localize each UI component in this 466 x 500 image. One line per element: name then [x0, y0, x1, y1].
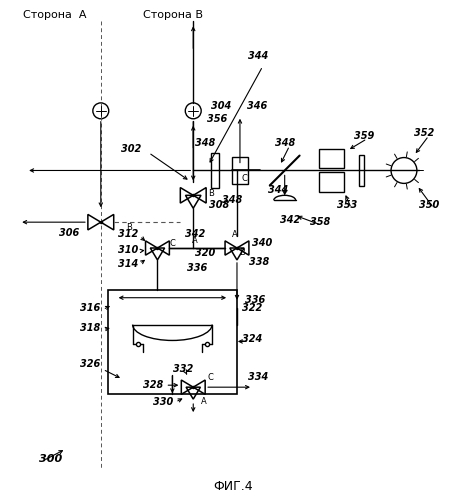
Text: 316: 316	[80, 302, 100, 312]
Text: 358: 358	[309, 217, 330, 227]
Text: 320: 320	[195, 248, 215, 258]
Text: 304: 304	[211, 101, 232, 111]
Text: 334: 334	[248, 372, 268, 382]
Bar	[359, 154, 364, 186]
Text: 353: 353	[337, 200, 357, 210]
Text: C: C	[169, 238, 175, 248]
Text: 324: 324	[242, 334, 262, 344]
Text: 338: 338	[249, 257, 269, 267]
Text: 310: 310	[118, 245, 138, 255]
Text: Сторона  А: Сторона А	[23, 10, 87, 20]
Text: 344: 344	[268, 186, 288, 196]
Text: 322: 322	[242, 302, 262, 312]
Text: 326: 326	[80, 360, 100, 370]
Text: 314: 314	[118, 259, 138, 269]
Text: 336: 336	[187, 263, 207, 273]
Text: 336: 336	[245, 294, 265, 304]
Text: ФИГ.4: ФИГ.4	[213, 480, 253, 493]
Bar	[320, 148, 344, 169]
Bar	[211, 152, 219, 188]
Text: A: A	[192, 236, 198, 244]
Text: B: B	[239, 248, 245, 258]
Text: 300: 300	[39, 454, 62, 464]
Text: 330: 330	[153, 397, 173, 407]
Text: 350: 350	[419, 200, 439, 210]
Text: 356: 356	[207, 114, 227, 124]
Text: 306: 306	[59, 228, 79, 238]
Text: 328: 328	[143, 380, 164, 390]
Text: 312: 312	[118, 229, 138, 239]
Text: 342: 342	[185, 229, 205, 239]
Text: 342: 342	[280, 215, 300, 225]
Text: 308: 308	[209, 200, 229, 210]
Text: 302: 302	[121, 144, 141, 154]
Text: 332: 332	[173, 364, 193, 374]
Text: 318: 318	[80, 322, 100, 332]
Text: 346: 346	[247, 101, 267, 111]
Bar	[232, 156, 248, 184]
Text: 344: 344	[248, 51, 268, 61]
Text: 348: 348	[195, 138, 215, 147]
Text: C: C	[207, 372, 213, 382]
Bar	[108, 290, 237, 394]
Text: 348: 348	[222, 196, 242, 205]
Text: A: A	[232, 230, 238, 238]
Bar	[320, 172, 344, 193]
Text: 352: 352	[414, 128, 434, 138]
Text: 359: 359	[354, 130, 375, 140]
Text: A: A	[201, 396, 207, 406]
Text: C: C	[242, 174, 248, 183]
Text: B: B	[208, 189, 214, 198]
Text: 348: 348	[275, 138, 295, 147]
Text: 340: 340	[252, 238, 272, 248]
Text: Сторона В: Сторона В	[143, 10, 203, 20]
Text: B: B	[126, 222, 131, 232]
